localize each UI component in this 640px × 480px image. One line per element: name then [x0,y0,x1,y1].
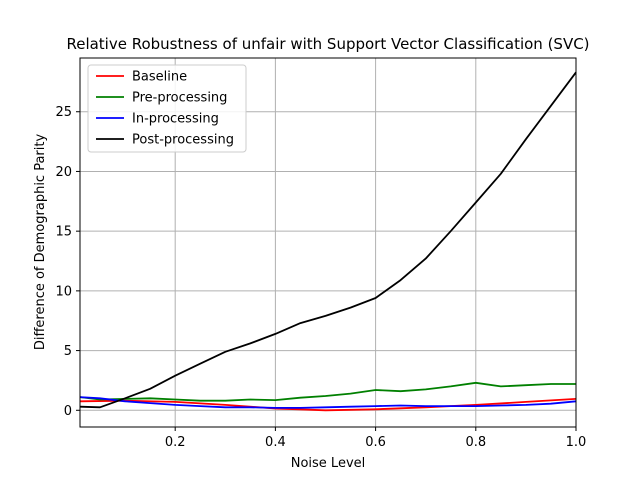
axis-ticks: 0.2 0.4 0.6 0.8 1.0 0 5 10 15 20 25 [55,105,586,450]
legend-label: Pre-processing [132,91,227,106]
series-line-3 [79,71,577,409]
series-line-2 [79,396,577,409]
legend-box [87,64,247,153]
legend-label: In-processing [132,112,219,127]
x-tick-label: 0.6 [365,435,386,450]
series-line-1 [79,381,576,402]
x-axis-label: Noise Level [291,456,366,471]
y-tick-label: 20 [55,165,72,180]
y-tick-label: 25 [55,105,72,120]
y-tick-label: 15 [55,225,72,240]
series-lines [79,71,577,412]
x-tick-label: 0.4 [265,435,286,450]
grid [80,58,577,427]
y-axis-label: Difference of Demographic Parity [33,134,48,351]
legend-label: Baseline [132,70,187,85]
x-tick-label: 0.2 [165,435,186,450]
x-tick-label: 1.0 [566,435,587,450]
chart-title: Relative Robustness of unfair with Suppo… [66,35,589,53]
series-line-0 [79,398,577,412]
plot-frame [79,57,577,428]
y-tick-label: 10 [55,284,72,299]
y-tick-label: 5 [64,344,72,359]
legend-label: Post-processing [132,133,234,148]
y-tick-label: 0 [64,404,72,419]
legend: Baseline Pre-processing In-processing Post-… [87,64,247,153]
x-tick-label: 0.8 [465,435,486,450]
